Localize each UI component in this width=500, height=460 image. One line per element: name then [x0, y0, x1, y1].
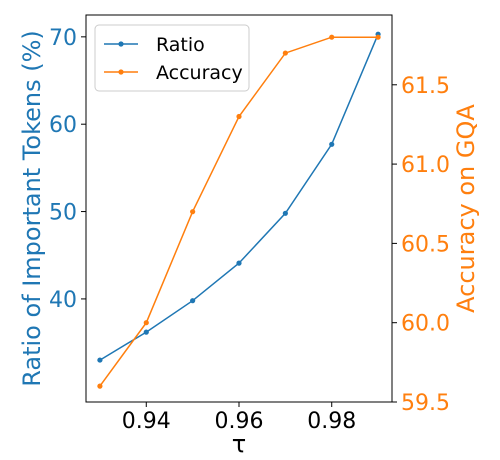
- y-right-tick-label: 61.5: [401, 74, 450, 99]
- x-tick-label: 0.98: [307, 409, 356, 434]
- y-left-tick-label: 70: [49, 26, 77, 51]
- data-point-accuracy-2: [190, 209, 196, 215]
- y-left-tick-label: 50: [49, 201, 77, 226]
- y-right-tick-label: 61.0: [401, 153, 450, 178]
- data-point-ratio-3: [236, 260, 242, 266]
- data-point-ratio-0: [97, 357, 103, 363]
- y-right-tick-label: 60.0: [401, 312, 450, 337]
- y-left-tick-label: 60: [49, 113, 77, 138]
- data-point-accuracy-1: [143, 320, 149, 326]
- data-point-accuracy-4: [282, 50, 288, 56]
- legend-box: [94, 24, 250, 92]
- plot-area: [97, 31, 381, 389]
- x-tick-label: 0.94: [122, 409, 171, 434]
- x-axis-label: τ: [232, 430, 246, 458]
- data-point-ratio-5: [329, 141, 335, 147]
- y-right-axis-label: Accuracy on GQA: [452, 104, 480, 313]
- y-right-tick-label: 59.5: [401, 391, 450, 416]
- y-right-tick-label: 60.5: [401, 232, 450, 257]
- legend: Ratio Accuracy: [94, 24, 250, 92]
- data-point-accuracy-5: [329, 34, 335, 40]
- data-point-ratio-1: [143, 329, 149, 335]
- data-point-ratio-2: [190, 298, 196, 304]
- data-point-accuracy-0: [97, 383, 103, 389]
- legend-swatch-marker-ratio: [118, 41, 124, 47]
- data-point-ratio-4: [282, 210, 288, 216]
- data-point-accuracy-3: [236, 113, 242, 120]
- x-tick-label: 0.96: [215, 409, 264, 434]
- legend-swatch-marker-accuracy: [118, 69, 124, 75]
- legend-label-accuracy: Accuracy: [156, 62, 243, 84]
- y-left-tick-label: 40: [49, 288, 77, 313]
- y-left-axis-label: Ratio of Important Tokens (%): [18, 30, 46, 387]
- legend-label-ratio: Ratio: [156, 34, 205, 56]
- data-point-accuracy-6: [375, 34, 381, 40]
